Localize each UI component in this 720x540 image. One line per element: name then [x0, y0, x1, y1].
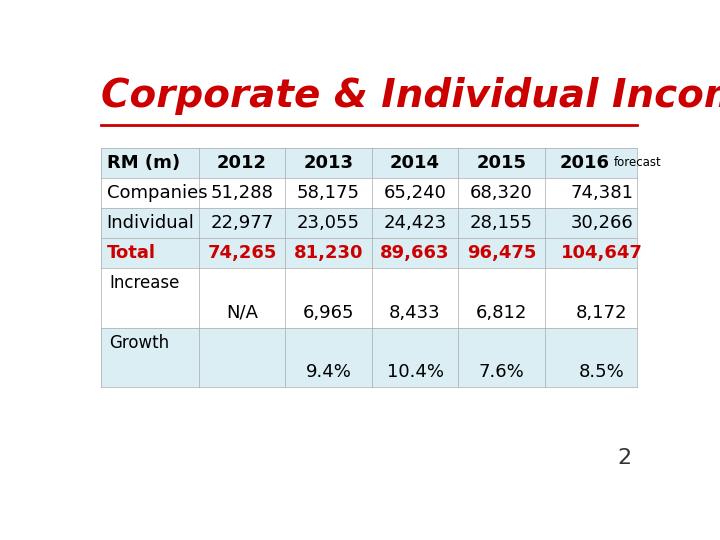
Text: 104,647: 104,647	[561, 244, 643, 262]
Text: 22,977: 22,977	[210, 214, 274, 232]
Bar	[101, 148, 636, 178]
Text: 68,320: 68,320	[470, 184, 533, 202]
Text: 8,172: 8,172	[576, 303, 628, 322]
Text: 7.6%: 7.6%	[479, 363, 524, 381]
Text: 23,055: 23,055	[297, 214, 360, 232]
Text: 10.4%: 10.4%	[387, 363, 444, 381]
Bar	[101, 208, 636, 238]
Text: 74,381: 74,381	[570, 184, 634, 202]
Text: 81,230: 81,230	[294, 244, 364, 262]
Text: Companies: Companies	[107, 184, 207, 202]
Text: 58,175: 58,175	[297, 184, 360, 202]
Text: 2014: 2014	[390, 154, 440, 172]
Text: Increase: Increase	[109, 274, 180, 292]
Text: N/A: N/A	[226, 303, 258, 322]
Text: 89,663: 89,663	[380, 244, 450, 262]
Text: 8,433: 8,433	[390, 303, 441, 322]
Bar	[101, 268, 636, 328]
Text: 9.4%: 9.4%	[305, 363, 351, 381]
Text: 30,266: 30,266	[570, 214, 634, 232]
Text: Growth: Growth	[109, 334, 170, 352]
Bar	[101, 328, 636, 388]
Text: Corporate & Individual Income Tax: Corporate & Individual Income Tax	[101, 77, 720, 115]
Text: RM (m): RM (m)	[107, 154, 180, 172]
Text: 6,812: 6,812	[476, 303, 527, 322]
Text: 2: 2	[617, 448, 631, 468]
Text: 8.5%: 8.5%	[579, 363, 625, 381]
Bar	[101, 178, 636, 208]
Text: 74,265: 74,265	[207, 244, 276, 262]
Text: 6,965: 6,965	[303, 303, 354, 322]
Text: 2013: 2013	[304, 154, 354, 172]
Text: 96,475: 96,475	[467, 244, 536, 262]
Text: 2016: 2016	[560, 154, 610, 172]
Text: 24,423: 24,423	[384, 214, 446, 232]
Text: Individual: Individual	[107, 214, 194, 232]
Bar	[101, 238, 636, 268]
Text: 2012: 2012	[217, 154, 267, 172]
Text: 65,240: 65,240	[384, 184, 446, 202]
Text: 51,288: 51,288	[211, 184, 274, 202]
Text: forecast: forecast	[614, 157, 662, 170]
Text: 28,155: 28,155	[470, 214, 533, 232]
Text: 2015: 2015	[477, 154, 526, 172]
Text: Total: Total	[107, 244, 156, 262]
